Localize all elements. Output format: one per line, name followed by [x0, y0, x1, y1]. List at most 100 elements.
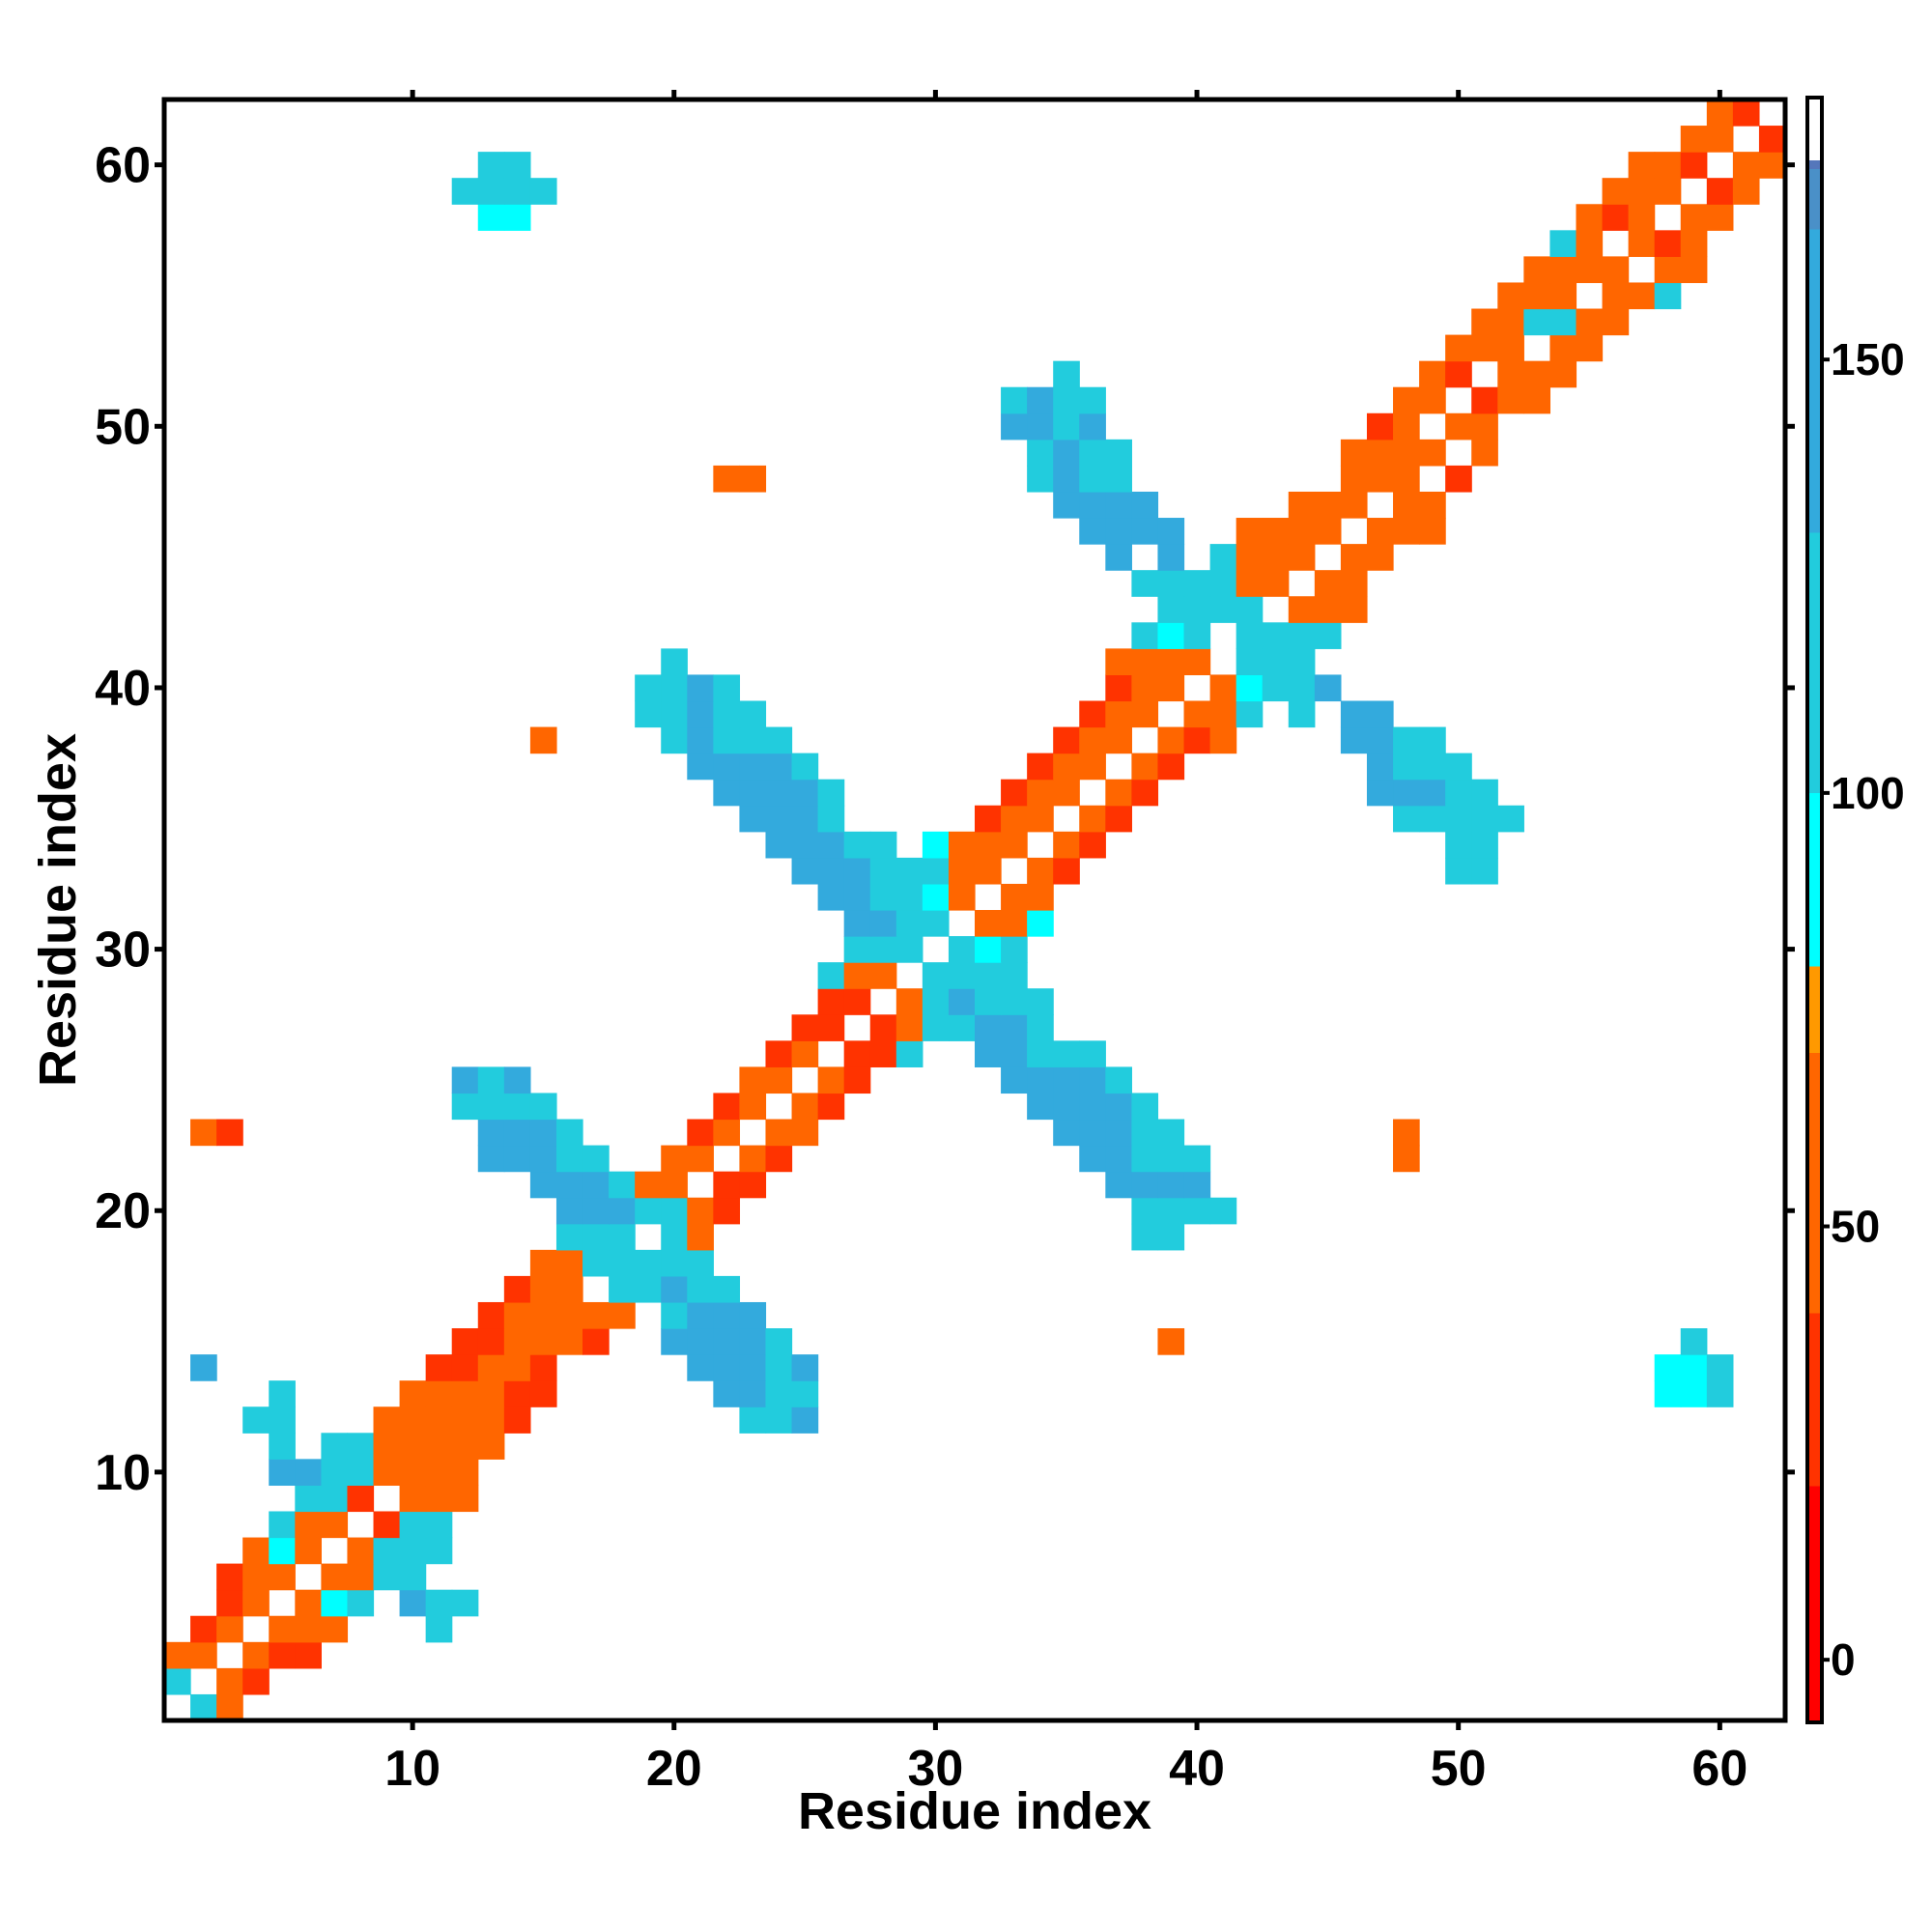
heatmap-cell — [1105, 1066, 1132, 1094]
heatmap-cell — [1628, 282, 1656, 310]
heatmap-cell — [1027, 465, 1054, 493]
heatmap-cell — [1105, 805, 1132, 833]
heatmap-cell — [503, 1301, 531, 1329]
heatmap-cell — [503, 1354, 531, 1381]
heatmap-cell — [347, 1485, 375, 1513]
heatmap-cell — [1131, 674, 1159, 702]
heatmap-cell — [922, 962, 950, 989]
heatmap-cell — [869, 857, 897, 885]
heatmap-cell — [1314, 570, 1342, 597]
heatmap-cell — [817, 1093, 845, 1121]
heatmap-cell — [1183, 700, 1211, 728]
heatmap-cell — [1288, 700, 1316, 728]
heatmap-cell — [1236, 622, 1264, 649]
heatmap-cell — [817, 883, 845, 911]
heatmap-cell — [1027, 988, 1054, 1015]
x-tick-label: 40 — [1169, 1741, 1225, 1797]
heatmap-cell — [582, 1171, 610, 1199]
heatmap-cell — [1105, 544, 1132, 571]
heatmap-cell — [1262, 544, 1290, 571]
heatmap-cell — [1027, 1040, 1054, 1067]
heatmap-cell — [1393, 753, 1420, 781]
heatmap-cell — [1236, 518, 1264, 545]
heatmap-cell — [1183, 1145, 1211, 1173]
heatmap-cell — [895, 988, 923, 1015]
heatmap-cell — [1131, 1093, 1159, 1121]
heatmap-cell — [1001, 412, 1028, 440]
heatmap-cell — [1628, 230, 1656, 257]
heatmap-cell — [1157, 753, 1185, 781]
heatmap-cell — [477, 1380, 505, 1407]
heatmap-cell — [529, 1145, 557, 1173]
heatmap-cell — [1419, 439, 1446, 467]
heatmap-cell — [635, 1197, 662, 1225]
heatmap-cell — [425, 1615, 453, 1643]
heatmap-cell — [1053, 1066, 1080, 1094]
heatmap-cell — [1001, 1040, 1028, 1067]
heatmap-cell — [1001, 779, 1028, 807]
heatmap-cell — [1393, 1145, 1420, 1173]
heatmap-cell — [1340, 700, 1368, 728]
heatmap-cell — [321, 1615, 349, 1643]
heatmap-cell — [1131, 491, 1159, 519]
heatmap-cell — [1340, 544, 1368, 571]
heatmap-cell — [922, 910, 950, 937]
heatmap-cell — [269, 1406, 296, 1434]
heatmap-cell — [1497, 386, 1524, 414]
heatmap-cell — [1393, 779, 1420, 807]
heatmap-cell — [1105, 491, 1132, 519]
heatmap-cell — [1105, 700, 1132, 728]
y-tick-label: 40 — [95, 661, 151, 717]
heatmap-cell — [1027, 1014, 1054, 1041]
heatmap-cell — [1445, 805, 1472, 833]
heatmap-cell — [1602, 256, 1630, 284]
heatmap-cell — [1183, 648, 1211, 676]
heatmap-cell — [321, 1485, 349, 1513]
heatmap-cell — [1732, 152, 1760, 179]
heatmap-cell — [1105, 1093, 1132, 1121]
heatmap-cell — [1079, 700, 1106, 728]
heatmap-cell — [269, 1511, 296, 1539]
heatmap-cell — [1027, 386, 1054, 414]
heatmap-cell — [739, 779, 767, 807]
heatmap-cell — [190, 1119, 217, 1147]
heatmap-cell — [661, 648, 688, 676]
heatmap-cell — [503, 1145, 531, 1173]
heatmap-cell — [1209, 544, 1237, 571]
heatmap-cell — [817, 1066, 845, 1094]
heatmap-cell — [503, 1380, 531, 1407]
heatmap-cell — [451, 1485, 479, 1513]
heatmap-cell — [1602, 308, 1630, 336]
heatmap-cell — [425, 1459, 453, 1487]
heatmap-cell — [687, 1301, 714, 1329]
heatmap-cell — [1471, 857, 1498, 885]
heatmap-cell — [1471, 439, 1498, 467]
y-tick-label: 60 — [95, 138, 151, 194]
heatmap-cell — [817, 962, 845, 989]
heatmap-cell — [1288, 518, 1316, 545]
heatmap-cell — [1131, 518, 1159, 545]
heatmap-cell — [1471, 308, 1498, 336]
heatmap-cell — [425, 1354, 453, 1381]
heatmap-cell — [347, 1589, 375, 1617]
heatmap-cell — [1157, 674, 1185, 702]
heatmap-cell — [1079, 1119, 1106, 1147]
heatmap-cell — [739, 1093, 767, 1121]
heatmap-cell — [975, 1040, 1002, 1067]
heatmap-cell — [765, 1040, 793, 1067]
heatmap-cell — [687, 1328, 714, 1355]
heatmap-cell — [451, 1093, 479, 1121]
heatmap-cell — [1157, 648, 1185, 676]
heatmap-cell — [791, 1093, 819, 1121]
heatmap-cell — [373, 1406, 401, 1434]
heatmap-cell — [1262, 570, 1290, 597]
heatmap-cell — [1314, 596, 1342, 623]
heatmap-cell — [1628, 204, 1656, 231]
heatmap-cell — [1105, 779, 1132, 807]
heatmap-cell — [503, 1406, 531, 1434]
heatmap-cell — [1680, 204, 1708, 231]
heatmap-cell — [1549, 360, 1577, 388]
heatmap-cell — [817, 857, 845, 885]
heatmap-cell — [216, 1615, 243, 1643]
heatmap-cell — [1340, 570, 1368, 597]
